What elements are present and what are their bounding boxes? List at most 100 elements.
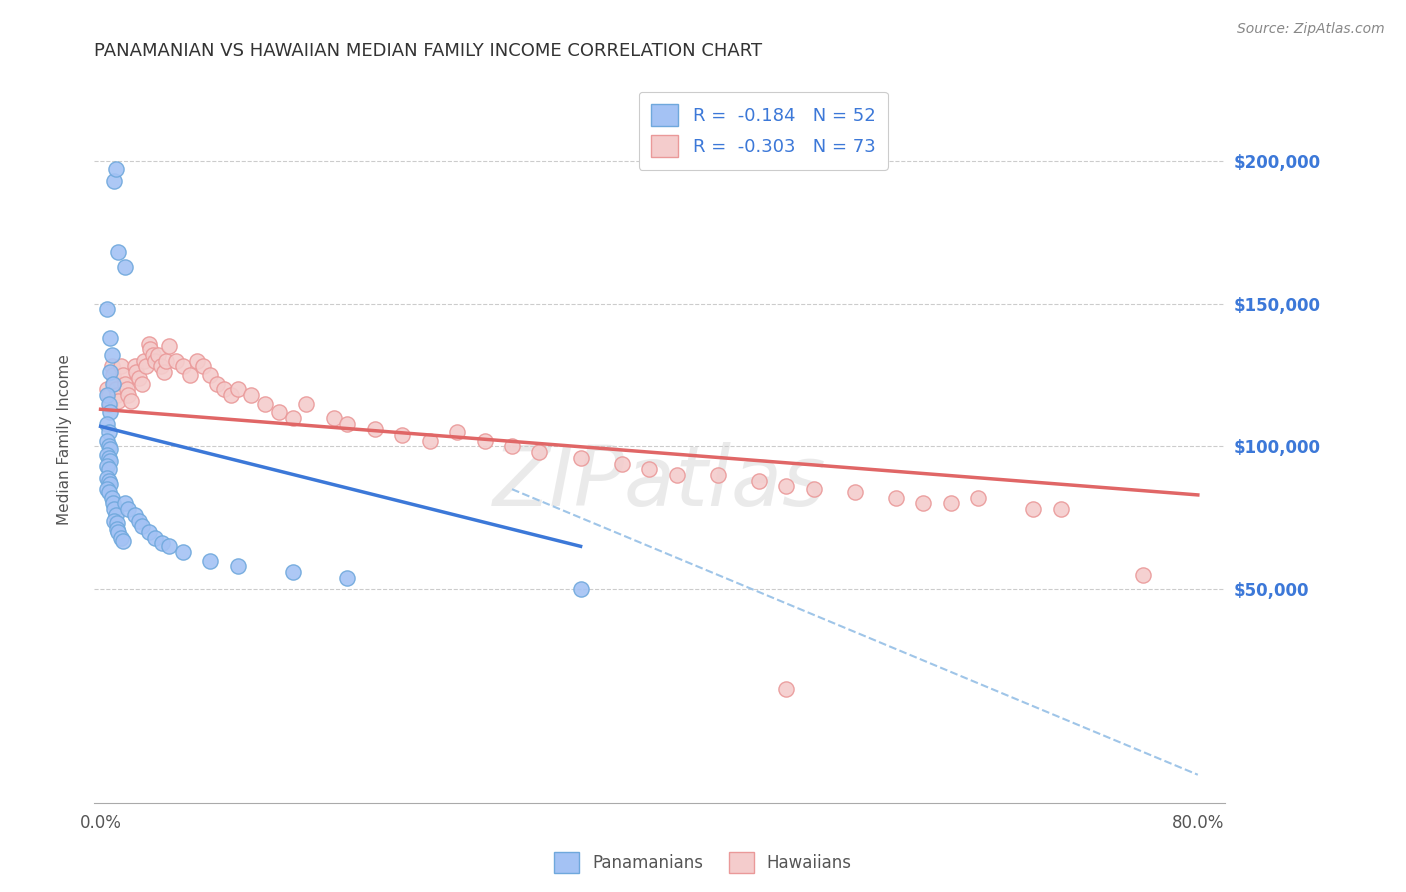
Legend: R =  -0.184   N = 52, R =  -0.303   N = 73: R = -0.184 N = 52, R = -0.303 N = 73 xyxy=(638,92,889,169)
Point xyxy=(125,365,148,379)
Point xyxy=(117,388,139,402)
Point xyxy=(135,359,157,374)
Point xyxy=(707,467,730,482)
Point xyxy=(295,396,318,410)
Point xyxy=(131,519,153,533)
Point xyxy=(97,485,120,500)
Point xyxy=(104,508,127,522)
Point xyxy=(96,482,118,496)
Point xyxy=(101,376,124,391)
Point xyxy=(103,376,125,391)
Point xyxy=(149,359,172,374)
Point xyxy=(775,479,797,493)
Point xyxy=(610,457,633,471)
Legend: Panamanians, Hawaiians: Panamanians, Hawaiians xyxy=(547,846,859,880)
Point xyxy=(748,474,770,488)
Point xyxy=(98,453,121,467)
Point xyxy=(138,336,160,351)
Point xyxy=(96,434,118,448)
Point xyxy=(912,496,935,510)
Point xyxy=(145,531,167,545)
Point xyxy=(569,450,592,465)
Point xyxy=(98,396,121,410)
Point xyxy=(322,410,344,425)
Point xyxy=(100,359,122,374)
Point xyxy=(104,162,127,177)
Point xyxy=(114,260,136,274)
Point xyxy=(803,482,825,496)
Point xyxy=(107,393,129,408)
Point xyxy=(775,682,797,697)
Point xyxy=(134,353,156,368)
Text: Source: ZipAtlas.com: Source: ZipAtlas.com xyxy=(1237,22,1385,37)
Point xyxy=(98,476,121,491)
Point xyxy=(219,388,242,402)
Point xyxy=(103,174,125,188)
Point xyxy=(638,462,661,476)
Point xyxy=(226,559,249,574)
Point xyxy=(96,388,118,402)
Point xyxy=(884,491,907,505)
Point xyxy=(212,382,235,396)
Point xyxy=(111,533,134,548)
Point xyxy=(364,422,387,436)
Point xyxy=(179,368,201,382)
Point xyxy=(114,376,136,391)
Point xyxy=(157,339,180,353)
Point xyxy=(155,353,177,368)
Point xyxy=(186,353,208,368)
Point xyxy=(104,382,127,396)
Point xyxy=(267,405,290,419)
Point xyxy=(98,331,121,345)
Point xyxy=(138,524,160,539)
Point xyxy=(240,388,263,402)
Point xyxy=(96,417,118,431)
Point xyxy=(281,565,304,579)
Point xyxy=(281,410,304,425)
Point xyxy=(391,428,413,442)
Point xyxy=(105,388,128,402)
Point xyxy=(336,417,359,431)
Point xyxy=(97,396,120,410)
Point xyxy=(569,582,592,596)
Point xyxy=(96,448,118,462)
Point xyxy=(1022,502,1045,516)
Point xyxy=(105,522,128,536)
Point xyxy=(97,450,120,465)
Point xyxy=(193,359,215,374)
Point xyxy=(128,371,150,385)
Point xyxy=(107,524,129,539)
Point xyxy=(98,405,121,419)
Point xyxy=(474,434,496,448)
Point xyxy=(131,376,153,391)
Point xyxy=(117,502,139,516)
Point xyxy=(1049,502,1071,516)
Point xyxy=(110,531,132,545)
Point xyxy=(150,536,173,550)
Point xyxy=(100,348,122,362)
Point xyxy=(844,485,866,500)
Point xyxy=(145,353,167,368)
Point xyxy=(101,496,124,510)
Point xyxy=(114,496,136,510)
Point xyxy=(101,368,124,382)
Point xyxy=(501,439,523,453)
Point xyxy=(226,382,249,396)
Point xyxy=(100,491,122,505)
Text: PANAMANIAN VS HAWAIIAN MEDIAN FAMILY INCOME CORRELATION CHART: PANAMANIAN VS HAWAIIAN MEDIAN FAMILY INC… xyxy=(94,42,762,60)
Point xyxy=(128,514,150,528)
Point xyxy=(172,545,194,559)
Point xyxy=(200,368,222,382)
Point xyxy=(96,382,118,396)
Point xyxy=(165,353,187,368)
Point xyxy=(446,425,468,439)
Point xyxy=(96,471,118,485)
Point xyxy=(152,365,174,379)
Point xyxy=(139,343,162,357)
Point xyxy=(97,474,120,488)
Point xyxy=(157,539,180,553)
Point xyxy=(146,348,169,362)
Point xyxy=(97,388,120,402)
Point xyxy=(142,348,165,362)
Point xyxy=(124,508,146,522)
